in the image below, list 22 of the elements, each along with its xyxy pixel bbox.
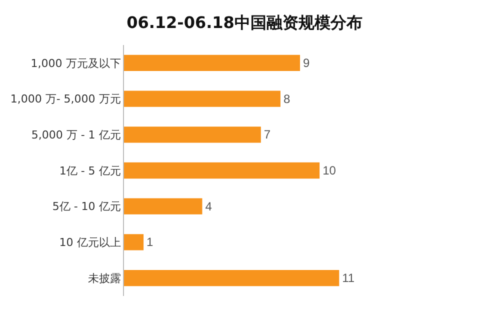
- bar: [124, 90, 280, 107]
- y-tick-label: 未披露: [88, 272, 121, 285]
- data-label: 11: [342, 271, 355, 286]
- chart-title: 06.12-06.18中国融资规模分布: [126, 13, 362, 32]
- data-label: 8: [283, 92, 290, 106]
- bar: [124, 126, 261, 143]
- data-label: 9: [303, 56, 310, 70]
- y-tick-label: 1,000 万元及以下: [30, 56, 121, 70]
- data-label: 1: [146, 235, 154, 250]
- data-label: 10: [322, 164, 336, 178]
- bar: [124, 162, 320, 179]
- y-tick-label: 5亿 - 10 亿元: [52, 200, 121, 214]
- bar: [124, 234, 144, 250]
- y-tick-label: 1亿 - 5 亿元: [59, 164, 121, 178]
- data-label: 7: [264, 128, 271, 142]
- y-tick-label: 10 亿元以上: [59, 236, 121, 250]
- data-label: 4: [205, 199, 212, 214]
- bar: [124, 54, 300, 71]
- y-tick-label: 5,000 万 - 1 亿元: [31, 128, 121, 142]
- bar: [124, 270, 340, 286]
- y-tick-label: 1,000 万- 5,000 万元: [10, 92, 121, 106]
- bar: [124, 198, 202, 214]
